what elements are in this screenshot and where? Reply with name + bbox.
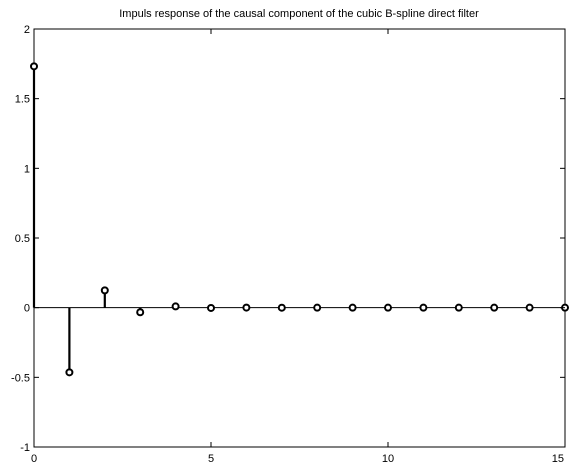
y-tick-label: 1.5: [15, 94, 30, 106]
y-tick-label: 0: [24, 303, 30, 315]
stem-marker: [419, 303, 428, 312]
stem-marker: [65, 368, 74, 377]
stem-marker: [100, 286, 109, 295]
x-tick-label: 5: [208, 453, 214, 465]
tick-layer: [33, 28, 566, 448]
stem-marker: [313, 303, 322, 312]
y-tick-label: 0.5: [15, 233, 30, 245]
x-tick-label: 0: [31, 453, 37, 465]
stem-marker: [207, 303, 215, 312]
stem-marker: [490, 303, 499, 312]
stem-marker: [136, 308, 145, 317]
tick-label-layer: 0 5 10 15 -1 -0.5 0 0.5 1 1.5 2: [11, 24, 564, 465]
stem-layer: [32, 66, 425, 373]
marker-layer: [30, 62, 569, 377]
stem-marker: [454, 303, 463, 312]
stem-marker: [277, 303, 286, 312]
y-tick-label: 1: [24, 163, 30, 175]
stem-marker: [525, 303, 534, 312]
plot-frame: [33, 28, 566, 448]
y-tick-label: 2: [24, 24, 30, 36]
chart-title: Impuls response of the causal component …: [119, 8, 479, 20]
stem-marker: [171, 302, 180, 311]
x-tick-label: 10: [382, 453, 394, 465]
stem-marker: [348, 303, 357, 312]
stem-marker: [30, 62, 38, 71]
stem-marker: [384, 303, 392, 312]
y-tick-label: -1: [20, 442, 30, 454]
y-tick-label: -0.5: [11, 372, 30, 384]
stem-marker: [242, 303, 251, 312]
x-tick-label: 15: [552, 453, 564, 465]
